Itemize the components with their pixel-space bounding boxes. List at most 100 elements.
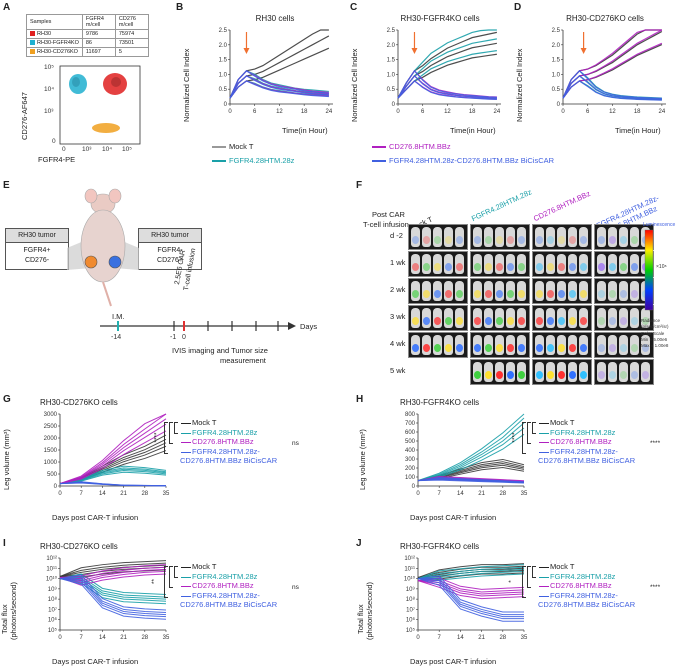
- tumor-signal: [580, 290, 587, 298]
- mouse-image: [411, 281, 420, 301]
- mouse-image: [608, 362, 617, 382]
- x-tick-label: 18: [301, 109, 308, 115]
- tumor-signal: [474, 236, 481, 244]
- mouse-image: [535, 335, 544, 355]
- significance-label: ns: [292, 440, 299, 447]
- tumor-signal: [445, 290, 452, 298]
- left-tumor-box: RH30 tumor FGFR4+ CD276-: [5, 228, 69, 270]
- mouse-image: [484, 308, 493, 328]
- ivis-image: [594, 359, 654, 385]
- mouse-image: [455, 308, 464, 328]
- significance-bracket: [164, 566, 168, 598]
- right-tumor-box: RH30 tumor FGFR4- CD276+: [138, 228, 202, 270]
- legend-swatch: [181, 567, 191, 568]
- y-tick-label: 1.5: [219, 58, 228, 64]
- x-tick-label: 14: [99, 635, 106, 641]
- series-line-cd276: [417, 580, 525, 600]
- y-tick-label: 10⁵: [48, 627, 58, 634]
- legend-label-fgfr4: FGFR4.28HTM.28z: [550, 427, 616, 437]
- series-line-fgfr4: [417, 413, 525, 482]
- tumor-signal: [569, 236, 576, 244]
- significance-bracket: [532, 422, 536, 434]
- flow-xtick: 0: [62, 146, 66, 153]
- chart-d-ylabel: Normalized Cell Index: [515, 48, 524, 122]
- tumor-signal: [620, 317, 627, 325]
- legend-label: FGFR4.28HTM.28z: [229, 156, 295, 165]
- ivis-image: [470, 305, 530, 331]
- table-row: RH30 9786 75974: [26, 29, 149, 39]
- series-line-cd276: [59, 413, 167, 485]
- tumor-signal: [507, 371, 514, 379]
- tumor-signal: [507, 317, 514, 325]
- luminescence-scale: [644, 229, 654, 311]
- tumor-signal: [485, 263, 492, 271]
- tumor-signal: [518, 317, 525, 325]
- x-tick-label: 24: [494, 109, 501, 115]
- f-row-header-1: Post CAR: [372, 210, 405, 219]
- table-row: RH30-CD276KO 11697 5: [26, 47, 149, 57]
- tumor-signal: [569, 371, 576, 379]
- scale-title: Luminescence: [643, 222, 676, 228]
- legend-swatch: [30, 40, 35, 46]
- tumor-signal: [536, 290, 543, 298]
- cd276-value: 73501: [114, 38, 149, 48]
- tumor-signal: [485, 344, 492, 352]
- y-tick-label: 0.5: [552, 87, 561, 93]
- chart-b-ylabel: Normalized Cell Index: [182, 48, 191, 122]
- mouse-image: [546, 362, 555, 382]
- mouse-image: [422, 254, 431, 274]
- mouse-image: [579, 362, 588, 382]
- tumor-signal: [496, 290, 503, 298]
- series-line-bicis: [562, 75, 662, 100]
- y-tick-label: 10⁵: [406, 627, 416, 634]
- panel-b-title: RH30 cells: [255, 14, 295, 23]
- flow-cluster-red: [103, 73, 127, 95]
- significance-label: ****: [511, 432, 519, 443]
- chart-b-xlabel: Time(in Hour): [282, 126, 328, 135]
- mouse-image: [411, 335, 420, 355]
- mouse-image: [517, 227, 526, 247]
- mouse-image: [630, 281, 639, 301]
- x-tick-label: 12: [609, 109, 616, 115]
- mouse-image: [568, 254, 577, 274]
- legend-label-bicis2: CD276.8HTM.BBz BiCisCAR: [538, 600, 636, 609]
- tumor-signal: [547, 317, 554, 325]
- ivis-image: [408, 332, 468, 358]
- mouse-image: [433, 308, 442, 328]
- mouse-image: [608, 227, 617, 247]
- legend-label-cd276: CD276.8HTM.BBz: [550, 437, 612, 446]
- mouse-image: [608, 254, 617, 274]
- ivis-image: [532, 359, 592, 385]
- f-row-label: d -2: [390, 231, 403, 240]
- legend-swatch: [181, 451, 191, 453]
- mouse-image: [444, 281, 453, 301]
- x-tick-label: 7: [438, 635, 442, 641]
- y-tick-label: 0: [224, 102, 228, 108]
- series-line-fgfr4: [59, 470, 167, 485]
- panel-c-label: C: [350, 2, 358, 13]
- mouse-image: [484, 362, 493, 382]
- series-line-mock: [59, 564, 167, 578]
- tumor-signal: [547, 344, 554, 352]
- left-tumor-header: RH30 tumor: [6, 229, 68, 243]
- mouse-image: [630, 227, 639, 247]
- mouse-image: [495, 227, 504, 247]
- x-tick-label: 7: [80, 491, 84, 497]
- tumor-signal: [547, 263, 554, 271]
- x-tick-label: 12: [276, 109, 283, 115]
- tumor-signal: [434, 344, 441, 352]
- left-tumor-line1: FGFR4+: [23, 247, 51, 254]
- tumor-signal: [631, 263, 638, 271]
- legend-label: FGFR4.28HTM.28z-CD276.8HTM.BBz BiCisCAR: [389, 156, 555, 165]
- ivis-image: [532, 305, 592, 331]
- mouse-image: [546, 254, 555, 274]
- x-tick-label: 14: [457, 635, 464, 641]
- scale-note: Max = 1.00e8: [641, 343, 669, 348]
- tumor-signal: [609, 263, 616, 271]
- tumor-signal: [631, 317, 638, 325]
- y-tick-label: 300: [405, 457, 416, 463]
- significance-bracket: [169, 422, 173, 444]
- panel-b-label: B: [176, 2, 184, 13]
- series-line-bicis: [397, 69, 497, 99]
- legend-swatch: [181, 595, 191, 597]
